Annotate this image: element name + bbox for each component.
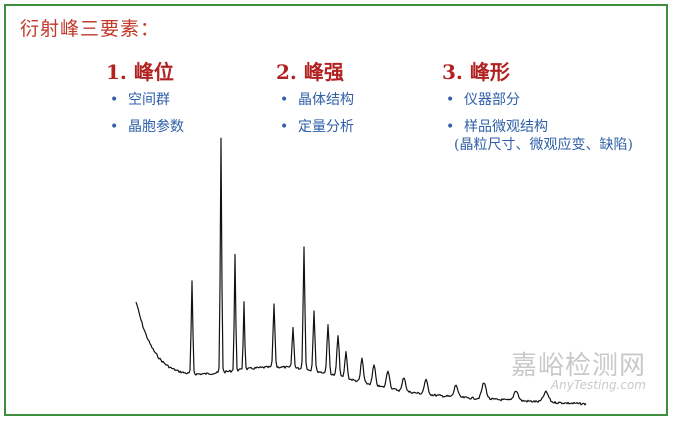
column-heading: 2. 峰强 <box>276 60 344 84</box>
column-peak-shape: 3. 峰形 仪器部分 样品微观结构 (晶粒尺寸、微观应变、缺陷) <box>442 56 633 163</box>
watermark-en: AnyTesting.com <box>550 378 646 392</box>
bullet-list: 仪器部分 样品微观结构 (晶粒尺寸、微观应变、缺陷) <box>442 91 633 154</box>
bullet-note: (晶粒尺寸、微观应变、缺陷) <box>454 137 633 153</box>
bullet-item: 样品微观结构 (晶粒尺寸、微观应变、缺陷) <box>442 118 633 154</box>
bullet-item: 定量分析 <box>276 118 354 136</box>
bullet-item: 晶体结构 <box>276 91 354 109</box>
bullet-item: 仪器部分 <box>442 91 633 109</box>
column-peak-intensity: 2. 峰强 晶体结构 定量分析 <box>276 56 354 145</box>
bullet-item: 空间群 <box>106 91 184 109</box>
watermark-cn: 嘉峪检测网 <box>510 351 646 381</box>
bullet-item: 晶胞参数 <box>106 118 184 136</box>
slide-frame: 衍射峰三要素： 1. 峰位 空间群 晶胞参数 2. 峰强 晶体结构 定量分析 3… <box>4 4 668 416</box>
bullet-list: 晶体结构 定量分析 <box>276 91 354 136</box>
bullet-list: 空间群 晶胞参数 <box>106 91 184 136</box>
column-peak-position: 1. 峰位 空间群 晶胞参数 <box>106 56 184 145</box>
watermark: 嘉峪检测网 AnyTesting.com <box>511 345 646 392</box>
column-heading: 1. 峰位 <box>106 60 174 84</box>
column-heading: 3. 峰形 <box>442 60 510 84</box>
slide-title: 衍射峰三要素： <box>20 18 161 40</box>
diffraction-pattern <box>135 137 587 406</box>
bullet-text: 样品微观结构 <box>464 119 548 135</box>
diffraction-trace <box>135 137 587 406</box>
